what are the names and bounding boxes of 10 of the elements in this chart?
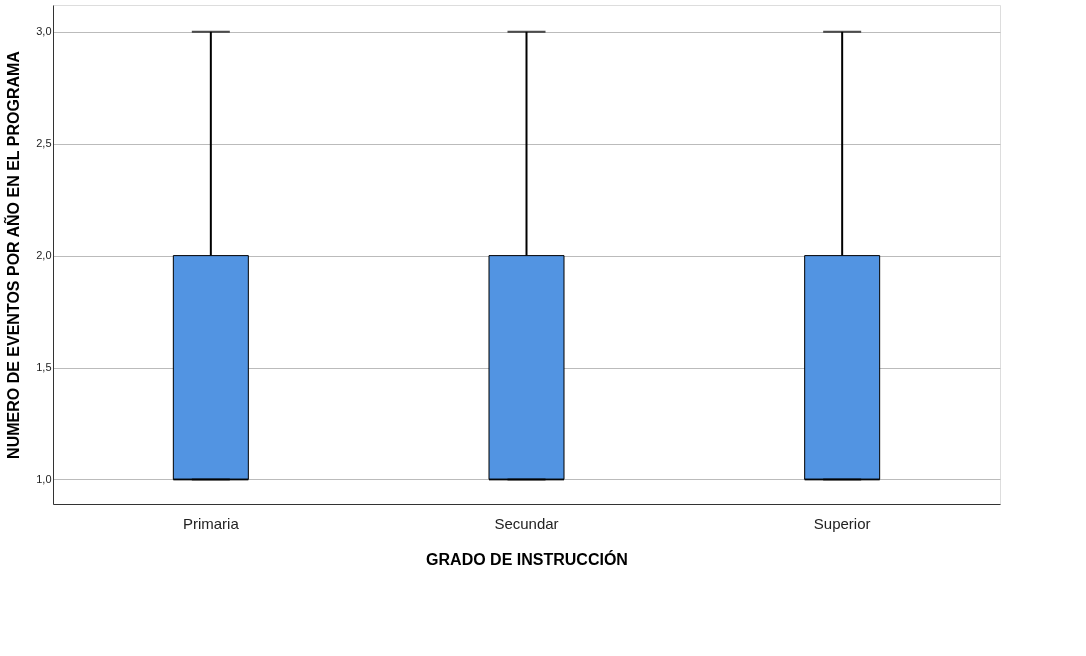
y-tick-label: 1,5 bbox=[36, 361, 52, 373]
y-tick-label: 2,0 bbox=[36, 249, 52, 262]
x-tick-label: Primaria bbox=[182, 514, 240, 532]
y-tick-label: 3,0 bbox=[36, 25, 52, 38]
y-axis-title: NUMERO DE EVENTOS POR AÑO EN EL PROGRAMA bbox=[3, 50, 23, 459]
x-tick-label: Secundar bbox=[494, 514, 559, 532]
x-axis-title: GRADO DE INSTRUCCIÓN bbox=[426, 549, 628, 568]
x-tick-label: Superior bbox=[813, 514, 871, 532]
y-tick-label: 2,5 bbox=[36, 137, 52, 150]
y-tick-label: 1,0 bbox=[36, 472, 52, 485]
